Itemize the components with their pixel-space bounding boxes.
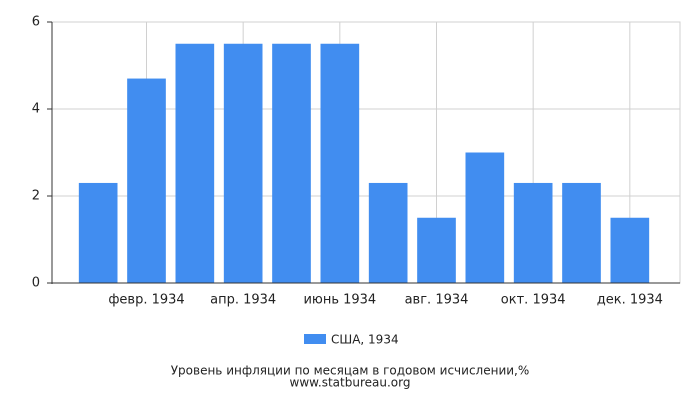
bar: [78, 182, 118, 283]
bar: [465, 152, 505, 283]
y-tick-label: 4: [32, 102, 40, 117]
bar: [610, 217, 650, 283]
bar: [272, 43, 311, 283]
y-tick-label: 0: [32, 276, 40, 291]
x-tick-label: июнь 1934: [303, 293, 376, 308]
y-tick-label: 2: [32, 189, 40, 204]
y-tick-label: 6: [32, 15, 40, 30]
bar: [513, 182, 553, 283]
bar: [127, 78, 166, 283]
bar: [320, 43, 360, 283]
x-tick-label: окт. 1934: [501, 293, 566, 308]
x-tick-label: дек. 1934: [597, 293, 663, 308]
bar: [562, 182, 601, 283]
source: www.statbureau.org: [290, 376, 411, 390]
bar: [417, 217, 456, 283]
x-tick-label: авг. 1934: [405, 293, 469, 308]
chart-title: Уровень инфляции по месяцам в годовом ис…: [171, 364, 530, 378]
x-tick-label: февр. 1934: [108, 293, 184, 308]
bar: [175, 43, 215, 283]
legend-swatch: [304, 334, 326, 344]
bar: [223, 43, 263, 283]
x-tick-label: апр. 1934: [210, 293, 276, 308]
legend-label: США, 1934: [331, 333, 399, 347]
bar: [368, 182, 408, 283]
